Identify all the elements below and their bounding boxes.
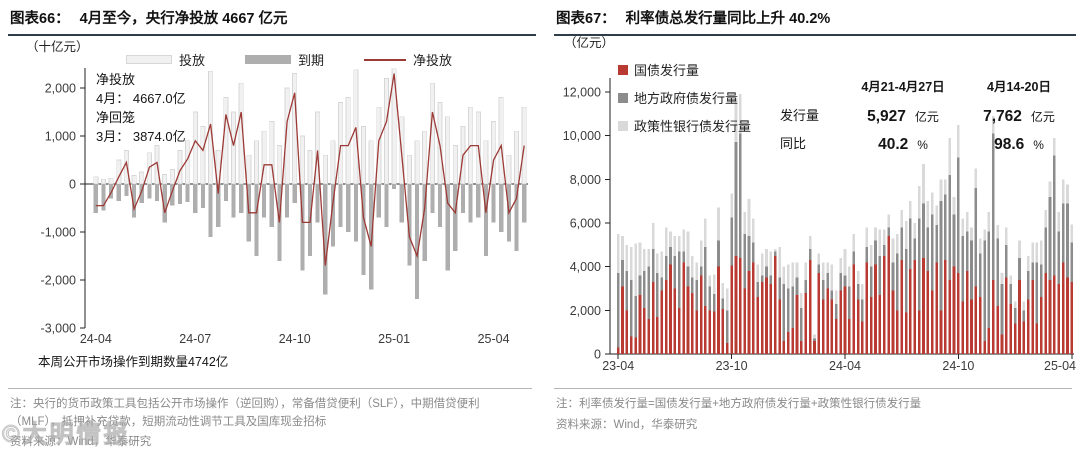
maturity-bar-swatch-icon bbox=[245, 55, 292, 64]
figure-66-label: 图表66： bbox=[10, 11, 70, 27]
svg-text:25-01: 25-01 bbox=[378, 332, 410, 346]
maturity-bars bbox=[93, 184, 527, 300]
svg-text:24-04: 24-04 bbox=[829, 359, 861, 373]
watermark: ©大明情报 bbox=[2, 421, 131, 449]
treasury-swatch-icon bbox=[618, 64, 628, 75]
figure-66-panel: 图表66： 4月至今，央行净投放 4667 亿元 （十亿元） 投放 到期 净投放 … bbox=[8, 4, 536, 448]
issuance-unit-week1: 亿元 bbox=[914, 110, 939, 124]
net-line bbox=[95, 73, 525, 266]
svg-text:0: 0 bbox=[69, 178, 76, 192]
legend-label-treasury: 国债发行量 bbox=[634, 63, 700, 78]
legend-label-net: 净投放 bbox=[413, 53, 453, 68]
right-note: 注：利率债发行量=国债发行量+地方政府债发行量+政策性银行债发行量 bbox=[556, 398, 922, 410]
issuance-unit-week2: 亿元 bbox=[1030, 110, 1055, 124]
yoy-value-week1: 40.2 bbox=[878, 136, 909, 153]
svg-text:23-10: 23-10 bbox=[716, 359, 748, 373]
issuance-stat-table: 4月21-4月27日 4月14-20日 发行量 5,927 亿元 7,762 亿元 … bbox=[780, 76, 1076, 158]
table-row-yoy-label: 同比 bbox=[780, 136, 807, 151]
svg-text:24-07: 24-07 bbox=[179, 332, 211, 346]
left-note: 注：央行的货币政策工具包括公开市场操作（逆回购），常备借贷便利（SLF），中期借… bbox=[10, 398, 480, 428]
svg-text:2,000: 2,000 bbox=[45, 82, 76, 96]
svg-text:25-04: 25-04 bbox=[478, 332, 510, 346]
left-annotation: 净投放 4月： 4667.0亿 净回笼 3月： 3874.0亿 bbox=[96, 70, 186, 146]
left-chart-svg: -3,000 -2,000 -1,000 0 1,000 2,000 24-04 24-07 2… bbox=[41, 68, 528, 346]
legend-label-maturity: 到期 bbox=[298, 53, 325, 68]
legend-item-localgov: 地方政府债发行量 bbox=[618, 88, 751, 107]
table-yoy-week1: 40.2% bbox=[844, 136, 962, 158]
svg-text:-3,000: -3,000 bbox=[41, 322, 76, 336]
stacked-bars bbox=[616, 94, 1074, 354]
svg-text:6,000: 6,000 bbox=[570, 217, 601, 231]
legend-label-inject: 投放 bbox=[179, 53, 206, 68]
svg-text:23-04: 23-04 bbox=[602, 359, 634, 373]
svg-text:8,000: 8,000 bbox=[570, 173, 601, 187]
right-y-axis-unit: （亿元） bbox=[564, 36, 615, 50]
table-issuance-week1: 5,927 亿元 bbox=[844, 108, 962, 130]
figure-67-label: 图表67： bbox=[556, 11, 616, 27]
inject-bar-swatch-icon bbox=[126, 55, 172, 64]
svg-text:10,000: 10,000 bbox=[563, 129, 601, 143]
right-divider bbox=[554, 388, 1072, 389]
figure-67-title: 图表67： 利率债总发行量同比上升 40.2% bbox=[554, 4, 1076, 36]
figure-67-panel: 图表67： 利率债总发行量同比上升 40.2% （亿元） 0 2,000 4,000 6… bbox=[554, 4, 1076, 448]
left-y-axis-unit: （十亿元） bbox=[26, 40, 89, 54]
svg-text:1,000: 1,000 bbox=[45, 130, 76, 144]
figure-66-title: 图表66： 4月至今，央行净投放 4667 亿元 bbox=[8, 4, 536, 36]
policybank-swatch-icon bbox=[618, 120, 628, 131]
left-divider bbox=[8, 388, 532, 389]
table-issuance-week2: 7,762 亿元 bbox=[962, 108, 1076, 130]
table-header-week1: 4月21-4月27日 bbox=[861, 80, 945, 94]
svg-text:-2,000: -2,000 bbox=[41, 274, 76, 288]
svg-text:4,000: 4,000 bbox=[570, 260, 601, 274]
annotation-net-withdraw-label: 净回笼 bbox=[96, 110, 136, 125]
net-line-swatch-icon bbox=[364, 58, 407, 61]
issuance-value-week1: 5,927 bbox=[867, 108, 906, 125]
right-source: 资料来源：Wind，华泰研究 bbox=[556, 419, 698, 431]
svg-text:0: 0 bbox=[594, 348, 601, 362]
svg-text:12,000: 12,000 bbox=[563, 86, 601, 100]
table-row-issuance-label: 发行量 bbox=[780, 108, 820, 123]
legend-item-policybank: 政策性银行债发行量 bbox=[618, 116, 751, 135]
svg-text:2,000: 2,000 bbox=[570, 304, 601, 318]
yoy-unit-week2: % bbox=[1033, 138, 1044, 152]
annotation-net-inject-label: 净投放 bbox=[96, 72, 136, 87]
svg-text:-1,000: -1,000 bbox=[41, 226, 76, 240]
legend-item-net: 净投放 bbox=[364, 50, 452, 69]
legend-item-maturity: 到期 bbox=[245, 50, 324, 69]
table-corner-cell bbox=[780, 76, 844, 98]
right-chart-svg: 0 2,000 4,000 6,000 8,000 10,000 12,000 23-04 23… bbox=[563, 78, 1076, 373]
svg-text:24-10: 24-10 bbox=[942, 359, 974, 373]
annotation-net-withdraw-value: 3月： 3874.0亿 bbox=[96, 129, 186, 144]
annotation-net-inject-value: 4月： 4667.0亿 bbox=[96, 91, 186, 106]
left-caption: 本周公开市场操作到期数量4742亿 bbox=[38, 355, 229, 369]
issuance-value-week2: 7,762 bbox=[983, 108, 1022, 125]
svg-text:24-04: 24-04 bbox=[80, 332, 112, 346]
yoy-unit-week1: % bbox=[917, 138, 928, 152]
left-legend: 投放 到期 净投放 bbox=[126, 50, 452, 69]
svg-text:24-10: 24-10 bbox=[279, 332, 311, 346]
legend-label-localgov: 地方政府债发行量 bbox=[634, 91, 739, 106]
table-header-week2: 4月14-20日 bbox=[987, 80, 1051, 94]
figure-67-title-text: 利率债总发行量同比上升 40.2% bbox=[625, 11, 831, 27]
right-legend: 国债发行量 地方政府债发行量 政策性银行债发行量 bbox=[618, 60, 751, 144]
yoy-value-week2: 98.6 bbox=[994, 136, 1025, 153]
legend-item-treasury: 国债发行量 bbox=[618, 60, 751, 79]
left-source: 资料来源：Wind，华泰研究 bbox=[10, 436, 152, 448]
svg-text:25-04: 25-04 bbox=[1044, 359, 1076, 373]
legend-item-inject: 投放 bbox=[126, 50, 205, 69]
figure-66-title-text: 4月至今，央行净投放 4667 亿元 bbox=[79, 11, 288, 27]
localgov-swatch-icon bbox=[618, 92, 628, 103]
legend-label-policybank: 政策性银行债发行量 bbox=[634, 119, 752, 134]
table-yoy-week2: 98.6% bbox=[962, 136, 1076, 158]
